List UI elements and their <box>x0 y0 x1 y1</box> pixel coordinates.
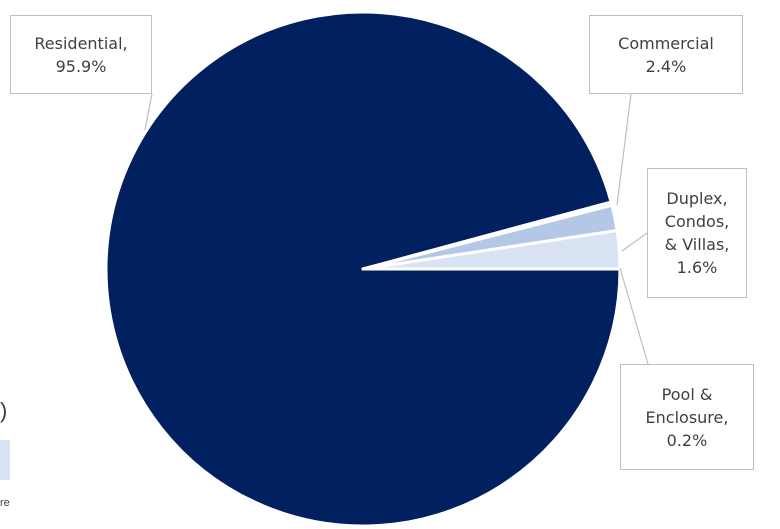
leader-line-pool <box>619 267 649 365</box>
leader-line-commercial <box>616 93 632 206</box>
leader-line-residential <box>144 93 153 131</box>
pie-slice-pool-enclosure <box>361 200 614 271</box>
data-label-residential: Residential, 95.9% <box>10 15 152 94</box>
leader-line-duplex <box>621 232 648 252</box>
background-text-fragment: re <box>0 497 10 509</box>
data-label-pool-enclosure: Pool & Enclosure, 0.2% <box>620 364 754 470</box>
data-label-duplex-condos-villas: Duplex, Condos, & Villas, 1.6% <box>647 168 747 298</box>
background-swatch-fragment <box>0 440 10 480</box>
background-paren-fragment: ) <box>0 398 8 423</box>
pie-slice-residential <box>104 10 622 528</box>
data-label-commercial: Commercial 2.4% <box>589 15 743 94</box>
